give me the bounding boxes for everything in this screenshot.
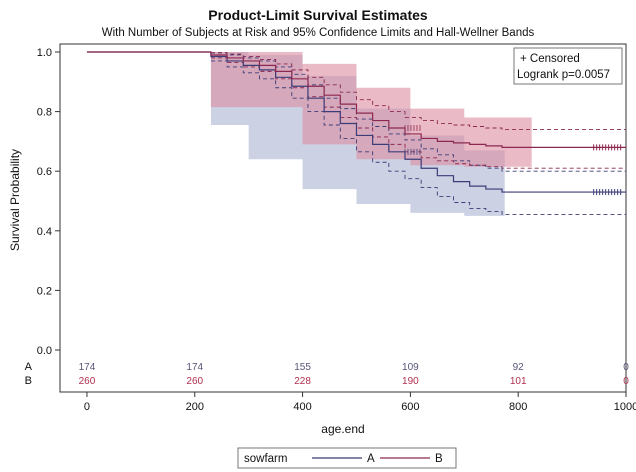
at-risk-count: 0 [623,376,629,387]
at-risk-count: 260 [79,376,96,387]
logrank-label: Logrank p=0.0057 [517,69,610,81]
hall-wellner-bands [210,52,532,216]
x-axis-ticks: 0 200 400 600 800 1000 [84,392,636,413]
y-tick-label: 1.0 [37,47,52,59]
at-risk-table: A 174 174 155 109 92 0 B 260 260 228 190 101 0 [25,361,630,387]
plot-area [59,43,627,393]
at-risk-count: 174 [79,362,96,373]
x-tick-label: 600 [401,401,419,413]
x-tick-label: 0 [84,401,90,413]
band-b [210,52,532,167]
legend: sowfarm A B [237,447,457,469]
ci-upper-b [210,52,626,130]
confidence-limit-lines [210,52,626,215]
legend-entry-b: B [435,453,443,465]
survival-curve-a [86,51,626,193]
y-tick-label: 0.4 [37,226,52,238]
at-risk-count: 101 [510,376,527,387]
at-risk-count: 228 [294,376,311,387]
x-tick-label: 400 [293,401,311,413]
y-tick-label: 0.6 [37,166,52,178]
y-axis-ticks: 0.0 0.2 0.4 0.6 0.8 1.0 [37,47,60,357]
inset-box: + Censored Logrank p=0.0057 [513,47,623,85]
x-tick-label: 200 [186,401,204,413]
x-axis-label: age.end [321,422,364,436]
survival-curve-b [86,51,626,148]
ci-upper-a [210,52,626,172]
y-tick-label: 0.2 [37,285,52,297]
at-risk-count: 155 [294,362,311,373]
chart-title: Product-Limit Survival Estimates [208,7,428,23]
legend-entry-a: A [367,453,375,465]
at-risk-count: 174 [186,362,203,373]
y-tick-label: 0.8 [37,107,52,119]
at-risk-count: 92 [513,362,525,373]
risk-row-label: A [25,361,33,373]
ci-lower-b [210,57,626,169]
censored-label: + Censored [520,53,580,65]
x-tick-label: 800 [509,401,527,413]
chart-subtitle: With Number of Subjects at Risk and 95% … [102,27,535,39]
survival-curves [86,51,626,193]
x-tick-label: 1000 [614,401,636,413]
legend-title: sowfarm [244,453,287,465]
at-risk-count: 0 [623,362,629,373]
censor-marks [404,124,622,196]
y-axis-label: Survival Probability [8,149,22,251]
inset-frame [513,47,623,85]
at-risk-count: 190 [402,376,419,387]
risk-row-label: B [25,375,32,387]
y-tick-label: 0.0 [37,345,52,357]
at-risk-count: 260 [186,376,203,387]
at-risk-count: 109 [402,362,419,373]
